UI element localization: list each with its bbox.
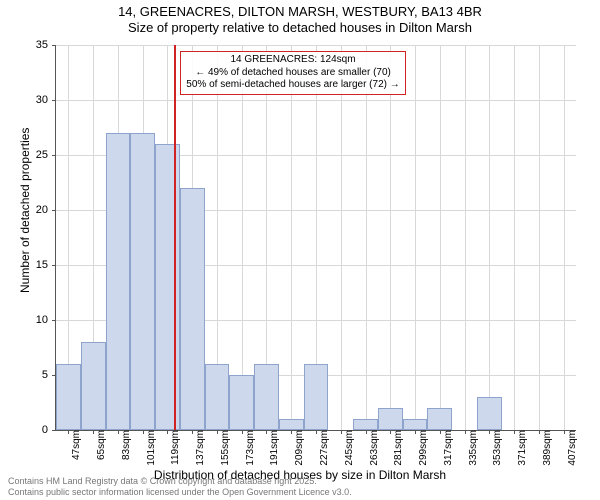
y-tick: 5 <box>42 369 56 381</box>
x-tick: 407sqm <box>565 430 578 466</box>
gridline-v <box>390 45 391 430</box>
x-tick: 47sqm <box>69 430 82 460</box>
x-tick: 209sqm <box>292 430 305 466</box>
reference-line <box>174 45 176 430</box>
histogram-bar <box>180 188 205 430</box>
x-tick: 137sqm <box>193 430 206 466</box>
title-subtitle: Size of property relative to detached ho… <box>0 20 600 36</box>
histogram-plot: 0510152025303547sqm65sqm83sqm101sqm119sq… <box>55 45 576 431</box>
histogram-bar <box>304 364 329 430</box>
x-tick: 335sqm <box>466 430 479 466</box>
y-axis-label: Number of detached properties <box>18 128 32 293</box>
y-tick: 30 <box>36 94 56 106</box>
histogram-bar <box>427 408 452 430</box>
license-footer: Contains HM Land Registry data © Crown c… <box>8 476 352 498</box>
gridline-v <box>440 45 441 430</box>
histogram-bar <box>279 419 304 430</box>
y-tick: 35 <box>36 39 56 51</box>
histogram-bar <box>403 419 428 430</box>
histogram-bar <box>353 419 378 430</box>
gridline-v <box>242 45 243 430</box>
histogram-bar <box>56 364 81 430</box>
x-tick: 191sqm <box>267 430 280 466</box>
gridline-v <box>489 45 490 430</box>
histogram-bar <box>378 408 403 430</box>
gridline-v <box>291 45 292 430</box>
x-tick: 119sqm <box>168 430 181 465</box>
histogram-bar <box>106 133 131 430</box>
x-tick: 353sqm <box>490 430 503 466</box>
x-tick: 281sqm <box>391 430 404 466</box>
gridline-v <box>539 45 540 430</box>
title-address: 14, GREENACRES, DILTON MARSH, WESTBURY, … <box>0 4 600 20</box>
histogram-bar <box>477 397 502 430</box>
y-tick: 0 <box>42 424 56 436</box>
x-tick: 155sqm <box>218 430 231 466</box>
x-tick: 371sqm <box>515 430 528 466</box>
x-tick: 83sqm <box>119 430 132 460</box>
gridline-v <box>415 45 416 430</box>
histogram-bar <box>81 342 106 430</box>
x-tick: 227sqm <box>317 430 330 466</box>
annotation-line-1: 14 GREENACRES: 124sqm <box>186 54 399 67</box>
footer-line-1: Contains HM Land Registry data © Crown c… <box>8 476 352 487</box>
y-tick: 15 <box>36 259 56 271</box>
x-tick: 263sqm <box>367 430 380 466</box>
histogram-bar <box>205 364 230 430</box>
y-tick: 10 <box>36 314 56 326</box>
x-tick: 317sqm <box>441 430 454 466</box>
histogram-bar <box>254 364 279 430</box>
x-tick: 389sqm <box>540 430 553 466</box>
footer-line-2: Contains public sector information licen… <box>8 487 352 498</box>
gridline-v <box>341 45 342 430</box>
annotation-line-3: 50% of semi-detached houses are larger (… <box>186 79 399 92</box>
x-tick: 65sqm <box>94 430 107 460</box>
y-tick: 25 <box>36 149 56 161</box>
annotation-line-2: ← 49% of detached houses are smaller (70… <box>186 67 399 80</box>
gridline-v <box>564 45 565 430</box>
gridline-v <box>514 45 515 430</box>
x-tick: 173sqm <box>243 430 256 466</box>
annotation-box: 14 GREENACRES: 124sqm← 49% of detached h… <box>180 51 405 95</box>
x-tick: 245sqm <box>342 430 355 466</box>
gridline-v <box>366 45 367 430</box>
x-tick: 101sqm <box>144 430 157 466</box>
x-tick: 299sqm <box>416 430 429 466</box>
gridline-v <box>465 45 466 430</box>
y-tick: 20 <box>36 204 56 216</box>
histogram-bar <box>130 133 155 430</box>
histogram-bar <box>155 144 180 430</box>
histogram-bar <box>229 375 254 430</box>
